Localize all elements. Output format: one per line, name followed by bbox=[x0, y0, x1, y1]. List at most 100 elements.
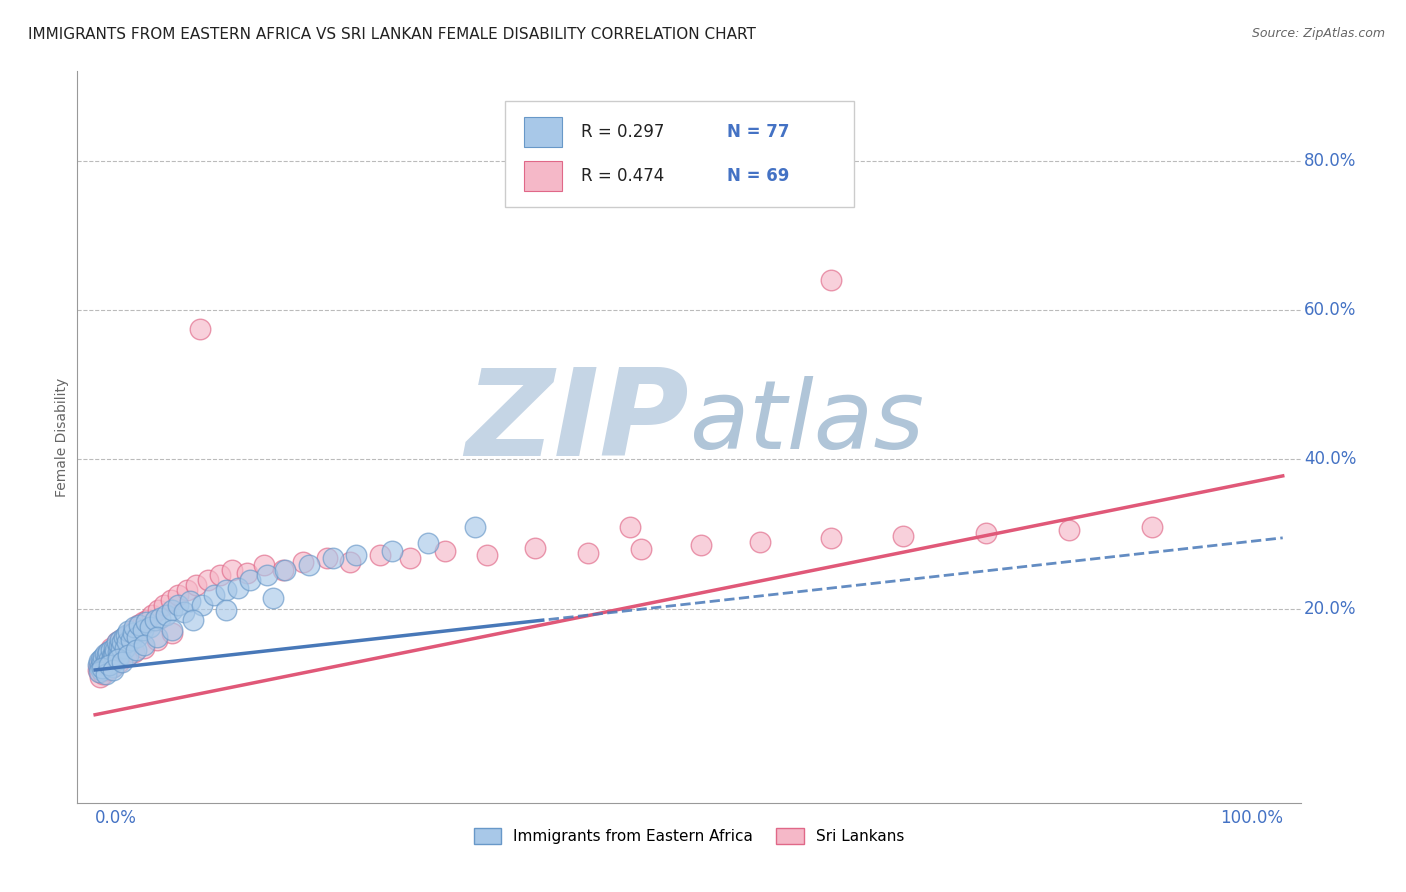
Point bbox=[107, 640, 129, 655]
Point bbox=[630, 542, 652, 557]
Text: Source: ZipAtlas.com: Source: ZipAtlas.com bbox=[1251, 27, 1385, 40]
Point bbox=[315, 551, 337, 566]
Point bbox=[96, 648, 118, 662]
Point bbox=[112, 630, 135, 644]
Point bbox=[98, 652, 121, 666]
Point bbox=[86, 663, 108, 677]
Point bbox=[115, 633, 138, 648]
FancyBboxPatch shape bbox=[524, 161, 562, 191]
Point bbox=[131, 623, 153, 637]
Point bbox=[749, 534, 772, 549]
Point bbox=[236, 566, 259, 580]
Point bbox=[181, 613, 204, 627]
Text: 60.0%: 60.0% bbox=[1305, 301, 1357, 319]
Point bbox=[108, 633, 131, 648]
Point bbox=[108, 633, 131, 648]
Point bbox=[124, 645, 146, 659]
Point bbox=[416, 536, 439, 550]
Point bbox=[322, 551, 344, 566]
Point bbox=[108, 639, 131, 653]
Point bbox=[117, 648, 139, 662]
Point bbox=[115, 635, 138, 649]
Point bbox=[122, 625, 145, 640]
Point bbox=[131, 615, 153, 630]
Point bbox=[368, 548, 391, 562]
Point bbox=[93, 667, 115, 681]
Point bbox=[124, 623, 146, 637]
Point bbox=[91, 656, 114, 670]
Point bbox=[132, 640, 155, 655]
Point bbox=[197, 574, 219, 588]
Point bbox=[124, 620, 146, 634]
Point bbox=[108, 648, 131, 662]
Point bbox=[87, 657, 110, 672]
Point bbox=[101, 648, 124, 662]
Point bbox=[820, 531, 842, 545]
Point bbox=[110, 640, 132, 655]
Point bbox=[143, 613, 166, 627]
Text: atlas: atlas bbox=[689, 376, 924, 469]
FancyBboxPatch shape bbox=[506, 101, 853, 207]
Point bbox=[96, 656, 118, 670]
Point bbox=[103, 648, 125, 662]
Point bbox=[107, 645, 129, 659]
Point bbox=[399, 551, 422, 566]
Text: 0.0%: 0.0% bbox=[96, 809, 136, 827]
Point bbox=[108, 656, 131, 670]
Point bbox=[576, 546, 599, 560]
Point bbox=[93, 650, 115, 665]
Point bbox=[91, 661, 114, 675]
Point bbox=[191, 598, 214, 612]
Point bbox=[98, 657, 121, 672]
Text: 20.0%: 20.0% bbox=[1305, 599, 1357, 618]
Point bbox=[271, 563, 294, 577]
Point bbox=[105, 652, 128, 666]
Text: R = 0.474: R = 0.474 bbox=[581, 167, 664, 185]
Point bbox=[135, 615, 157, 630]
Point bbox=[274, 563, 297, 577]
Point bbox=[523, 541, 546, 555]
Point bbox=[105, 635, 128, 649]
Point bbox=[89, 665, 111, 680]
Text: 100.0%: 100.0% bbox=[1220, 809, 1282, 827]
Point bbox=[100, 640, 122, 655]
Point bbox=[253, 558, 276, 573]
Point bbox=[94, 654, 117, 668]
Text: ZIP: ZIP bbox=[465, 364, 689, 481]
Point bbox=[238, 574, 260, 588]
Point bbox=[291, 556, 314, 570]
Point bbox=[141, 607, 163, 622]
Point bbox=[124, 642, 146, 657]
Point bbox=[256, 568, 278, 582]
Point bbox=[114, 640, 136, 655]
Y-axis label: Female Disability: Female Disability bbox=[55, 377, 69, 497]
Point bbox=[139, 620, 162, 634]
Point bbox=[136, 613, 159, 627]
Point bbox=[93, 652, 115, 666]
Point bbox=[160, 592, 183, 607]
Point bbox=[101, 663, 124, 677]
Point bbox=[167, 598, 190, 612]
Point bbox=[344, 548, 367, 562]
Point bbox=[162, 625, 184, 640]
Text: N = 69: N = 69 bbox=[727, 167, 790, 185]
Point bbox=[208, 568, 231, 582]
Text: 40.0%: 40.0% bbox=[1305, 450, 1357, 468]
Text: IMMIGRANTS FROM EASTERN AFRICA VS SRI LANKAN FEMALE DISABILITY CORRELATION CHART: IMMIGRANTS FROM EASTERN AFRICA VS SRI LA… bbox=[28, 27, 756, 42]
Point bbox=[93, 657, 115, 672]
Point bbox=[86, 657, 108, 672]
Point bbox=[298, 558, 321, 573]
Point bbox=[434, 543, 457, 558]
Point bbox=[89, 660, 111, 674]
Point bbox=[127, 618, 149, 632]
Point bbox=[90, 652, 112, 666]
Point bbox=[820, 273, 842, 287]
Point bbox=[125, 630, 148, 644]
Point bbox=[101, 647, 124, 661]
Point bbox=[105, 635, 128, 649]
Point bbox=[215, 583, 238, 598]
Point bbox=[111, 635, 134, 649]
Point bbox=[153, 598, 176, 612]
Point bbox=[173, 606, 195, 620]
Legend: Immigrants from Eastern Africa, Sri Lankans: Immigrants from Eastern Africa, Sri Lank… bbox=[468, 822, 910, 850]
